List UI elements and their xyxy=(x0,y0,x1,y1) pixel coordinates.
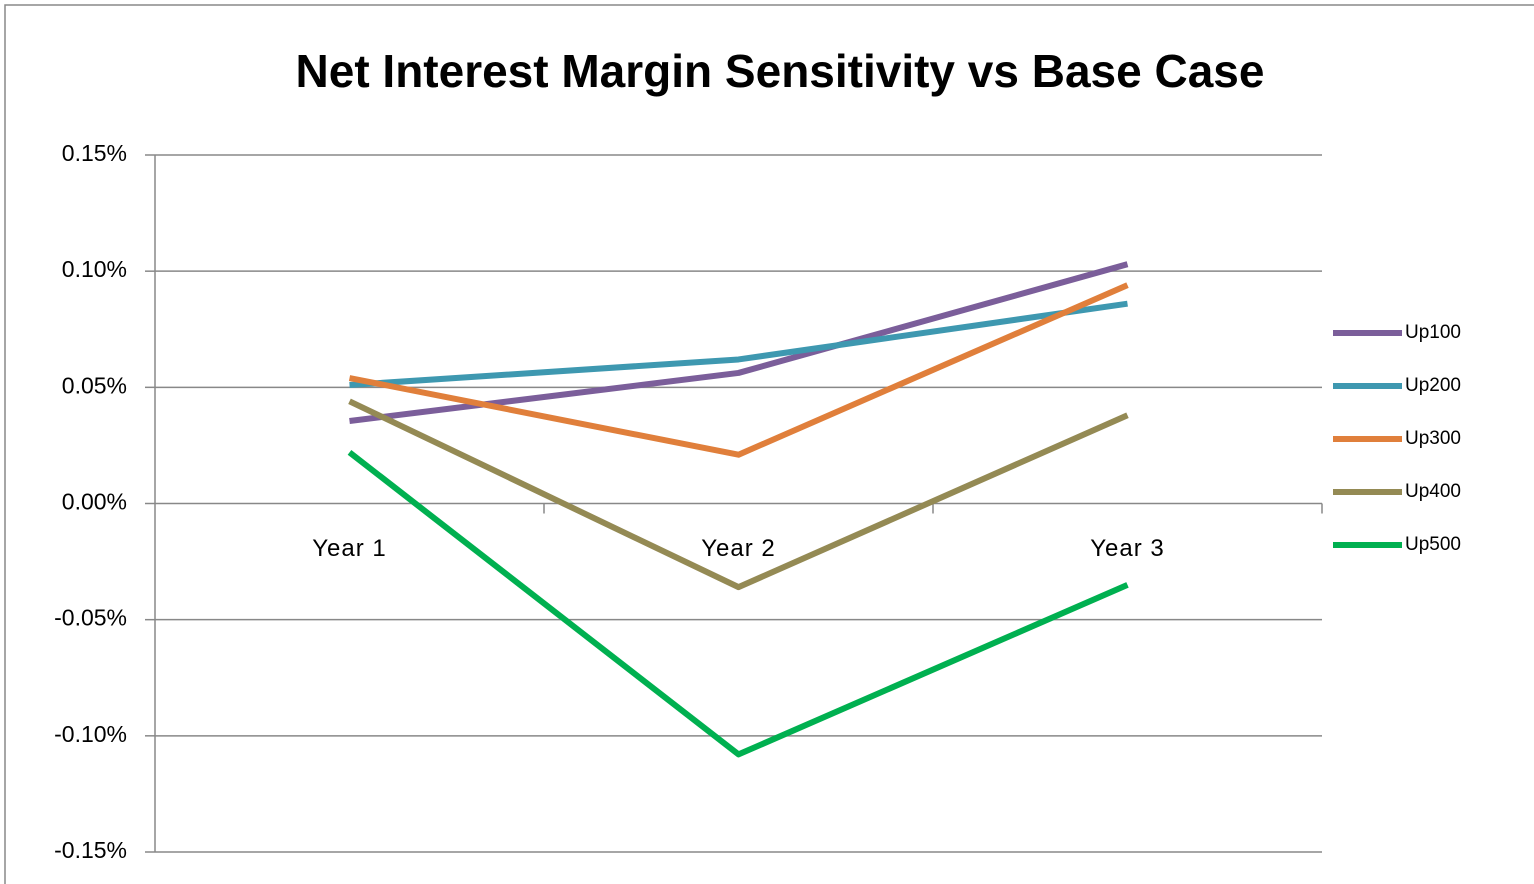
y-tick-label: 0.15% xyxy=(62,140,127,166)
y-tick-label: -0.15% xyxy=(54,837,127,863)
y-tick-label: 0.05% xyxy=(62,372,127,398)
legend-label: Up100 xyxy=(1405,322,1461,343)
y-tick-label: 0.00% xyxy=(62,489,127,515)
y-tick-label: -0.10% xyxy=(54,721,127,747)
x-tick-label: Year 1 xyxy=(312,535,387,562)
legend-label: Up500 xyxy=(1405,534,1461,555)
y-tick-label: -0.05% xyxy=(54,605,127,631)
series-line xyxy=(349,300,1128,389)
series-line xyxy=(348,282,1129,458)
x-tick-label: Year 3 xyxy=(1090,535,1165,562)
chart-title: Net Interest Margin Sensitivity vs Base … xyxy=(296,45,1265,97)
series-line xyxy=(348,398,1129,591)
chart-border xyxy=(4,4,1534,884)
series-line xyxy=(347,450,1129,758)
y-tick-label: 0.10% xyxy=(62,256,127,282)
x-tick-label: Year 2 xyxy=(701,535,776,562)
legend-label: Up300 xyxy=(1405,428,1461,449)
legend-label: Up200 xyxy=(1405,375,1461,396)
series-line xyxy=(349,261,1129,424)
legend-label: Up400 xyxy=(1405,481,1461,502)
